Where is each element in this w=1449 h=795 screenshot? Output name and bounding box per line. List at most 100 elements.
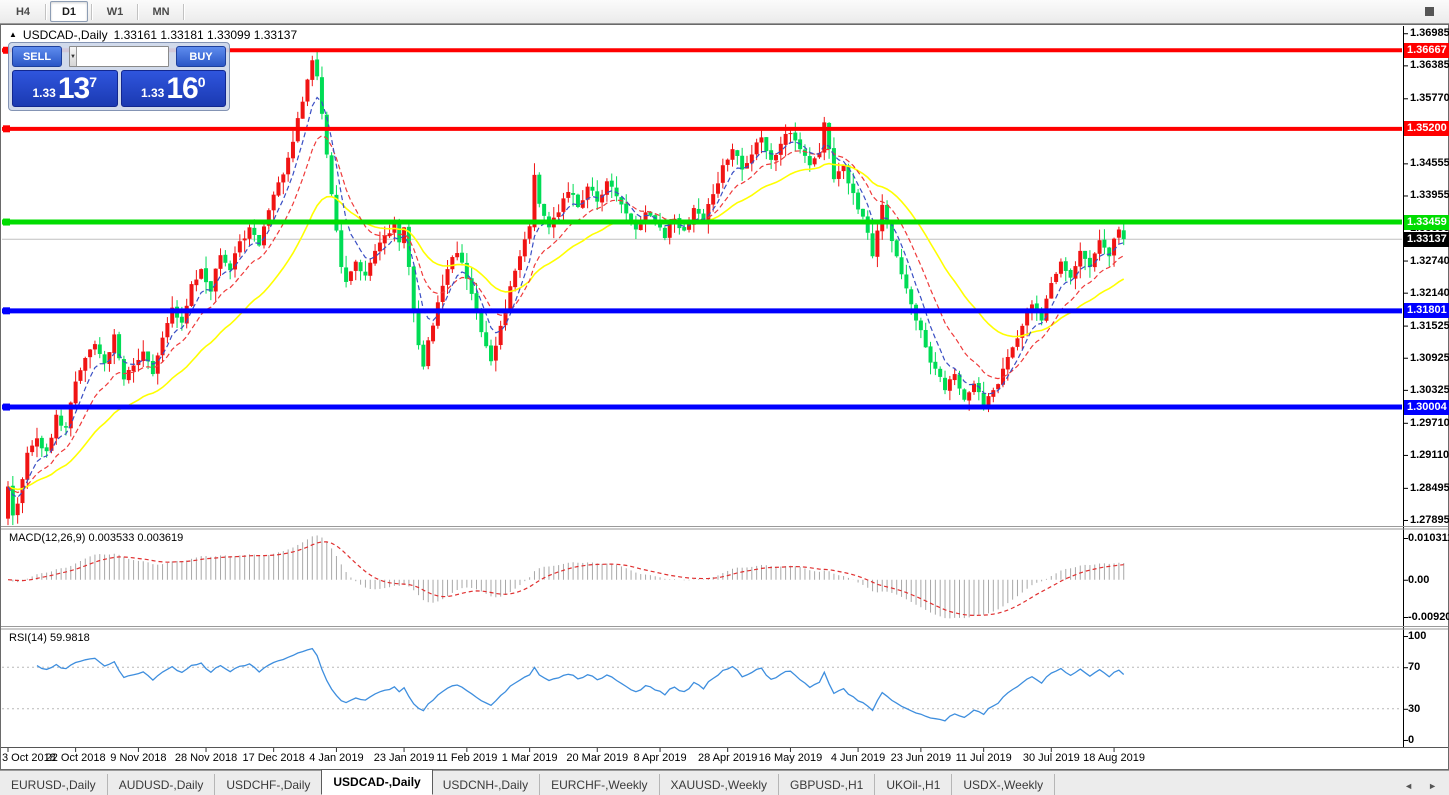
- level-price-label[interactable]: 1.30004: [1404, 399, 1449, 415]
- rsi-tick-label: 30: [1408, 702, 1421, 715]
- toolbar-separator: [137, 3, 139, 20]
- rsi-tick-label: 0: [1408, 733, 1415, 746]
- toolbar-separator: [45, 3, 47, 20]
- price-tick-label: 1.35770: [1410, 92, 1449, 105]
- toolbar-separator: [183, 3, 185, 20]
- toolbar-separator: [91, 3, 93, 20]
- level-handle-icon[interactable]: [3, 218, 10, 226]
- date-tick-label: 8 Apr 2019: [633, 752, 687, 764]
- chart-tab-eurchf-weekly[interactable]: EURCHF-,Weekly: [540, 774, 660, 795]
- timeframe-button-h4[interactable]: H4: [15, 5, 31, 18]
- macd-label: MACD(12,26,9) 0.003533 0.003619: [9, 532, 184, 544]
- date-tick-label: 16 May 2019: [758, 752, 823, 764]
- buy-price-box[interactable]: 1.33 16 0: [120, 70, 226, 107]
- moving-averages-layer: [7, 96, 1125, 499]
- level-handle-icon[interactable]: [3, 125, 10, 133]
- tabs-scroll-left-icon[interactable]: ◄: [1404, 781, 1414, 791]
- one-click-trading-panel: SELL ▼ ▲ BUY 1.33 13 7 1.33 16 0: [8, 42, 230, 111]
- date-tick-label: 28 Nov 2018: [174, 752, 238, 764]
- sell-price-sup: 7: [89, 74, 98, 90]
- chart-tab-usdchf-daily[interactable]: USDCHF-,Daily: [215, 774, 323, 795]
- price-tick-label: 1.36985: [1410, 27, 1449, 40]
- chart-tab-xauusd-weekly[interactable]: XAUUSD-,Weekly: [660, 774, 779, 795]
- date-tick-label: 18 Aug 2019: [1083, 752, 1145, 764]
- candles-layer: [6, 50, 1126, 526]
- price-tick-label: 1.31525: [1410, 319, 1449, 332]
- price-tick-label: 1.28495: [1410, 481, 1449, 494]
- date-tick-label: 4 Jan 2019: [309, 752, 364, 764]
- level-price-label[interactable]: 1.36667: [1404, 42, 1449, 58]
- buy-button[interactable]: BUY: [176, 46, 226, 67]
- bid-price-label: 1.33137: [1404, 231, 1449, 247]
- sell-price-base: 1.33: [32, 86, 56, 100]
- sell-price-big: 13: [57, 71, 90, 105]
- date-tick-label: 23 Jan 2019: [373, 752, 435, 764]
- price-tick-label: 1.30925: [1410, 351, 1449, 364]
- price-tick-label: 1.32140: [1410, 286, 1449, 299]
- price-tick-label: 1.33955: [1410, 189, 1449, 202]
- chart-tab-ukoil-h1[interactable]: UKOil-,H1: [875, 774, 953, 795]
- price-tick-label: 1.36385: [1410, 59, 1449, 72]
- buy-price-sup: 0: [197, 74, 206, 90]
- chart-tabbar: EURUSD-,Daily AUDUSD-,Daily USDCHF-,Daily U…: [0, 769, 1449, 795]
- price-tick-label: 1.29110: [1410, 448, 1449, 461]
- level-price-label[interactable]: 1.31801: [1404, 303, 1449, 319]
- date-tick-label: 28 Apr 2019: [697, 752, 758, 764]
- macd-tick-label: 0.010311: [1408, 532, 1449, 544]
- chart-tab-usdcad-daily[interactable]: USDCAD-,Daily: [321, 769, 433, 795]
- price-tick-label: 1.34555: [1410, 157, 1449, 170]
- collapse-triangle-icon[interactable]: ▲: [9, 30, 17, 39]
- chart-tab-usdcnh-daily[interactable]: USDCNH-,Daily: [432, 774, 541, 795]
- price-levels-layer: [2, 46, 1402, 411]
- price-tick-label: 1.27895: [1410, 513, 1449, 526]
- sell-button[interactable]: SELL: [12, 46, 62, 67]
- timeframe-button-d1[interactable]: D1: [50, 1, 88, 22]
- level-handle-icon[interactable]: [3, 307, 10, 315]
- rsi-tick-label: 100: [1408, 630, 1427, 643]
- level-handle-icon[interactable]: [3, 46, 10, 54]
- chart-tab-audusd-daily[interactable]: AUDUSD-,Daily: [108, 774, 216, 795]
- timeframe-button-mn[interactable]: MN: [152, 5, 170, 18]
- date-tick-label: 30 Jul 2019: [1022, 752, 1080, 764]
- timeframe-toolbar: H4 D1 W1 MN: [0, 0, 1449, 24]
- tabs-scroll-right-icon[interactable]: ►: [1428, 781, 1437, 791]
- buy-price-big: 16: [166, 71, 198, 105]
- date-tick-label: 20 Mar 2019: [566, 752, 629, 764]
- price-tick-label: 1.29710: [1410, 416, 1449, 429]
- macd-tick-label: -0.009203: [1408, 611, 1449, 623]
- date-tick-label: 17 Dec 2018: [242, 752, 305, 764]
- chart-frame: [0, 24, 1449, 770]
- level-price-label[interactable]: 1.33459: [1404, 214, 1449, 230]
- chart-tab-usdx-weekly[interactable]: USDX-,Weekly: [952, 774, 1056, 795]
- volume-spinner: ▼ ▲: [69, 46, 169, 67]
- timeframe-button-w1[interactable]: W1: [106, 5, 124, 18]
- date-tick-label: 11 Feb 2019: [436, 752, 498, 764]
- date-tick-label: 1 Mar 2019: [501, 752, 558, 764]
- chart-tab-gbpusd-h1[interactable]: GBPUSD-,H1: [779, 774, 876, 795]
- level-price-label[interactable]: 1.35200: [1404, 121, 1449, 137]
- date-tick-label: 9 Nov 2018: [110, 752, 167, 764]
- level-handle-icon[interactable]: [3, 403, 10, 411]
- date-tick-label: 22 Oct 2018: [45, 752, 106, 764]
- buy-price-base: 1.33: [140, 86, 165, 100]
- rsi-label: RSI(14) 59.9818: [9, 632, 90, 644]
- chart-tab-eurusd-daily[interactable]: EURUSD-,Daily: [0, 774, 108, 795]
- toolbar-overflow-mark[interactable]: [1425, 7, 1434, 16]
- rsi-panel: [2, 647, 1402, 722]
- macd-panel: [7, 535, 1125, 619]
- chart-title: ▲ USDCAD-,Daily 1.33161 1.33181 1.33099 …: [9, 28, 297, 42]
- rsi-tick-label: 70: [1408, 661, 1421, 674]
- price-tick-label: 1.30325: [1410, 383, 1449, 396]
- date-tick-label: 11 Jul 2019: [955, 752, 1012, 764]
- price-tick-label: 1.32740: [1410, 254, 1449, 267]
- date-tick-label: 3 Oct 2018: [2, 752, 56, 764]
- volume-input[interactable]: [76, 47, 168, 66]
- volume-decrease-icon[interactable]: ▼: [70, 47, 77, 66]
- sell-price-box[interactable]: 1.33 13 7: [12, 70, 118, 107]
- macd-tick-label: 0.00: [1408, 573, 1430, 586]
- chart-symbol-label: USDCAD-,Daily: [22, 28, 108, 42]
- date-tick-label: 23 Jun 2019: [890, 752, 952, 764]
- chart-ohlc-values: 1.33161 1.33181 1.33099 1.33137: [113, 28, 298, 42]
